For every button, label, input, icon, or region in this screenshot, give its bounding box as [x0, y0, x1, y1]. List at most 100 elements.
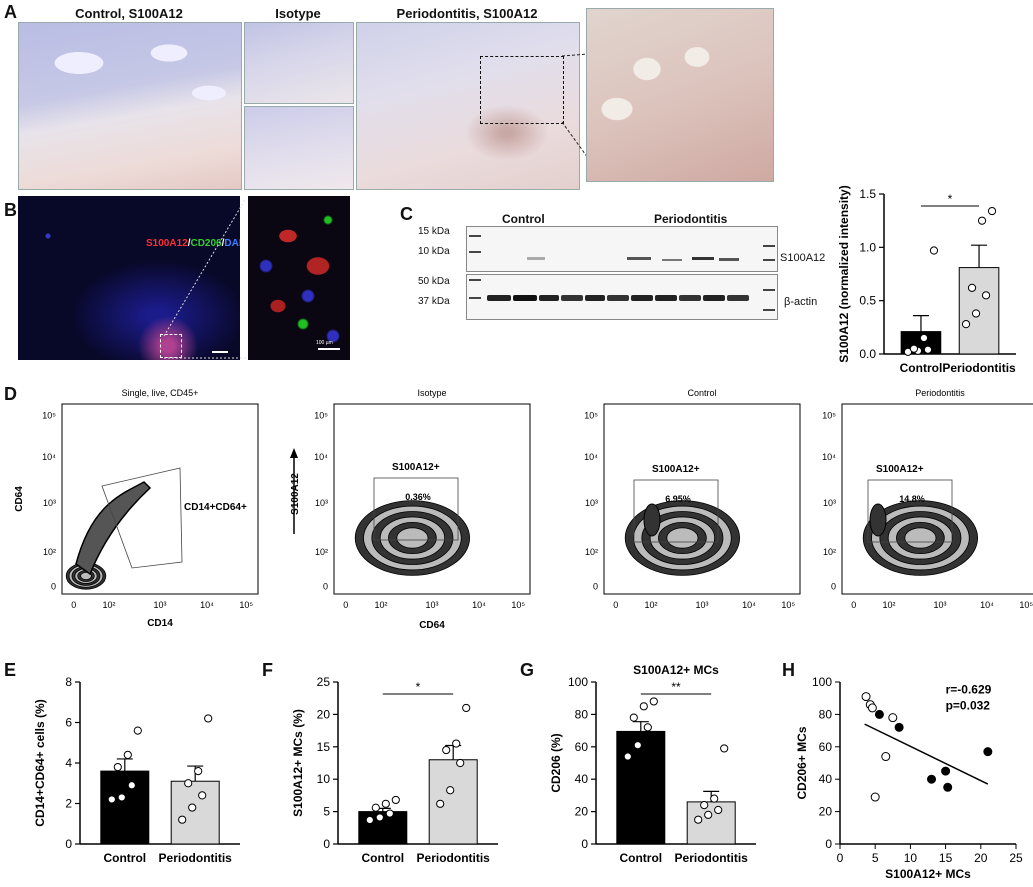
chart-g-cd206: 0 20 40 60 80 100 Control Periodontitis CD206 (%…	[549, 663, 756, 865]
x-category-label: Control	[103, 851, 146, 865]
fluorescence-overview-image: S100A12/CD206/DAPI	[18, 196, 240, 360]
panel-label-a: A	[4, 2, 17, 22]
y-tick-label: 6	[65, 716, 72, 730]
x-tick-label: 10⁵	[781, 600, 795, 610]
flow-plot-3: Control 0 0 10² 10² 10³ 10³ 10⁴ 10⁴ 10⁵ 10⁵ S100A12…	[584, 388, 801, 610]
gate-s100a12	[633, 479, 719, 543]
data-point	[133, 726, 142, 735]
data-point	[391, 795, 400, 805]
gate-percentage: 0.36%	[405, 492, 431, 502]
x-tick-label: 10³	[933, 600, 946, 610]
data-point	[694, 815, 703, 824]
y-tick-label: 1.0	[859, 240, 876, 254]
bar-periodontitis	[686, 801, 736, 845]
data-point	[639, 702, 648, 711]
x-category-label: Control	[619, 851, 662, 865]
histology-control-image	[18, 22, 242, 190]
significance-marker: **	[671, 680, 681, 694]
data-point	[188, 803, 197, 812]
panel-label-e: E	[4, 660, 17, 680]
x-tick-label: 10⁴	[742, 600, 756, 610]
histology-zoom-image	[586, 8, 774, 182]
data-point	[385, 809, 394, 818]
data-point	[452, 739, 461, 748]
y-tick-label: 10³	[823, 498, 836, 508]
x-tick-label: 10⁴	[980, 600, 994, 610]
y-tick-label: 20	[819, 805, 833, 819]
flow-plot-title: Isotype	[417, 388, 446, 398]
y-tick-label: 0.0	[859, 347, 876, 361]
y-tick-label: 10⁴	[314, 452, 328, 462]
chart-c-s100a12-intensity: 0.0 0.5 1.0 1.5 Control Periodontitis S100A12 …	[837, 185, 1016, 375]
data-point	[704, 810, 713, 819]
kda-37: 37 kDa	[418, 296, 450, 307]
scatter-point-control	[870, 792, 880, 802]
x-tick-label: 5	[872, 851, 879, 865]
blot-group-periodontitis: Periodontitis	[654, 212, 728, 226]
gate-label: S100A12+	[392, 462, 440, 473]
x-tick-label: 10⁵	[1019, 600, 1033, 610]
y-tick-label: 40	[575, 772, 589, 786]
x-tick-label: 0	[613, 600, 618, 610]
y-tick-label: 100	[568, 675, 588, 689]
flow-plot-title: Periodontitis	[915, 388, 965, 398]
scatter-point-control	[881, 752, 891, 762]
y-tick-label: 0	[825, 837, 832, 851]
kda-15: 15 kDa	[418, 226, 450, 237]
data-point	[649, 697, 658, 706]
scatter-point-periodontitis	[894, 722, 904, 732]
bar-periodontitis	[958, 267, 1000, 355]
scatter-point-control	[861, 692, 871, 702]
y-axis-label: S100A12+ MCs (%)	[291, 709, 305, 817]
data-point	[123, 750, 132, 760]
flow-plot-title: Control	[687, 388, 716, 398]
chart-title: S100A12+ MCs	[633, 663, 719, 677]
data-point	[178, 815, 187, 824]
y-tick-label: 0	[593, 581, 598, 591]
stain-green-label: CD206	[190, 238, 222, 249]
zoom-box	[480, 56, 564, 124]
panel-label-d: D	[4, 384, 17, 404]
x-tick-label: 10⁵	[511, 600, 525, 610]
y-axis-label: CD206 (%)	[549, 733, 563, 792]
inset-scale-label: 100 µm	[316, 340, 333, 346]
data-point	[117, 793, 126, 802]
scatter-point-periodontitis	[941, 766, 951, 776]
y-tick-label: 4	[65, 756, 72, 770]
y-tick-label: 10⁴	[822, 452, 836, 462]
data-point	[909, 344, 919, 353]
data-point	[436, 799, 445, 808]
y-tick-label: 80	[575, 707, 589, 721]
y-tick-label: 0.5	[859, 294, 876, 308]
data-point	[643, 723, 652, 732]
y-tick-label: 0	[51, 581, 56, 591]
gate-s100a12	[867, 479, 953, 543]
y-tick-label: 5	[323, 805, 330, 819]
x-tick-label: 10²	[375, 600, 388, 610]
panel-a-title-control: Control, S100A12	[75, 6, 183, 21]
scale-bar	[212, 351, 228, 353]
data-point	[971, 309, 981, 318]
y-tick-label: 10²	[823, 547, 836, 557]
x-tick-label: 0	[343, 600, 348, 610]
gate-percentage: 14.8%	[899, 494, 925, 504]
blot-s100a12-membrane	[466, 226, 778, 272]
blot-group-control: Control	[502, 212, 545, 226]
y-tick-label: 2	[65, 797, 72, 811]
data-point	[923, 345, 933, 354]
data-point	[456, 758, 465, 768]
y-axis-label-s100a12: S100A12	[290, 473, 301, 515]
bar-periodontitis	[428, 759, 478, 845]
positive-population	[643, 503, 661, 537]
scatter-point-periodontitis	[927, 774, 937, 784]
y-tick-label: 60	[575, 740, 589, 754]
histology-isotype-bottom-image	[244, 106, 354, 190]
data-point	[127, 781, 136, 790]
data-point	[375, 813, 384, 822]
data-point	[198, 791, 207, 800]
density-contour	[396, 527, 429, 549]
y-tick-label: 20	[317, 707, 331, 721]
data-point	[977, 216, 987, 225]
y-tick-label: 10⁵	[584, 410, 598, 420]
x-tick-label: 10⁴	[472, 600, 486, 610]
